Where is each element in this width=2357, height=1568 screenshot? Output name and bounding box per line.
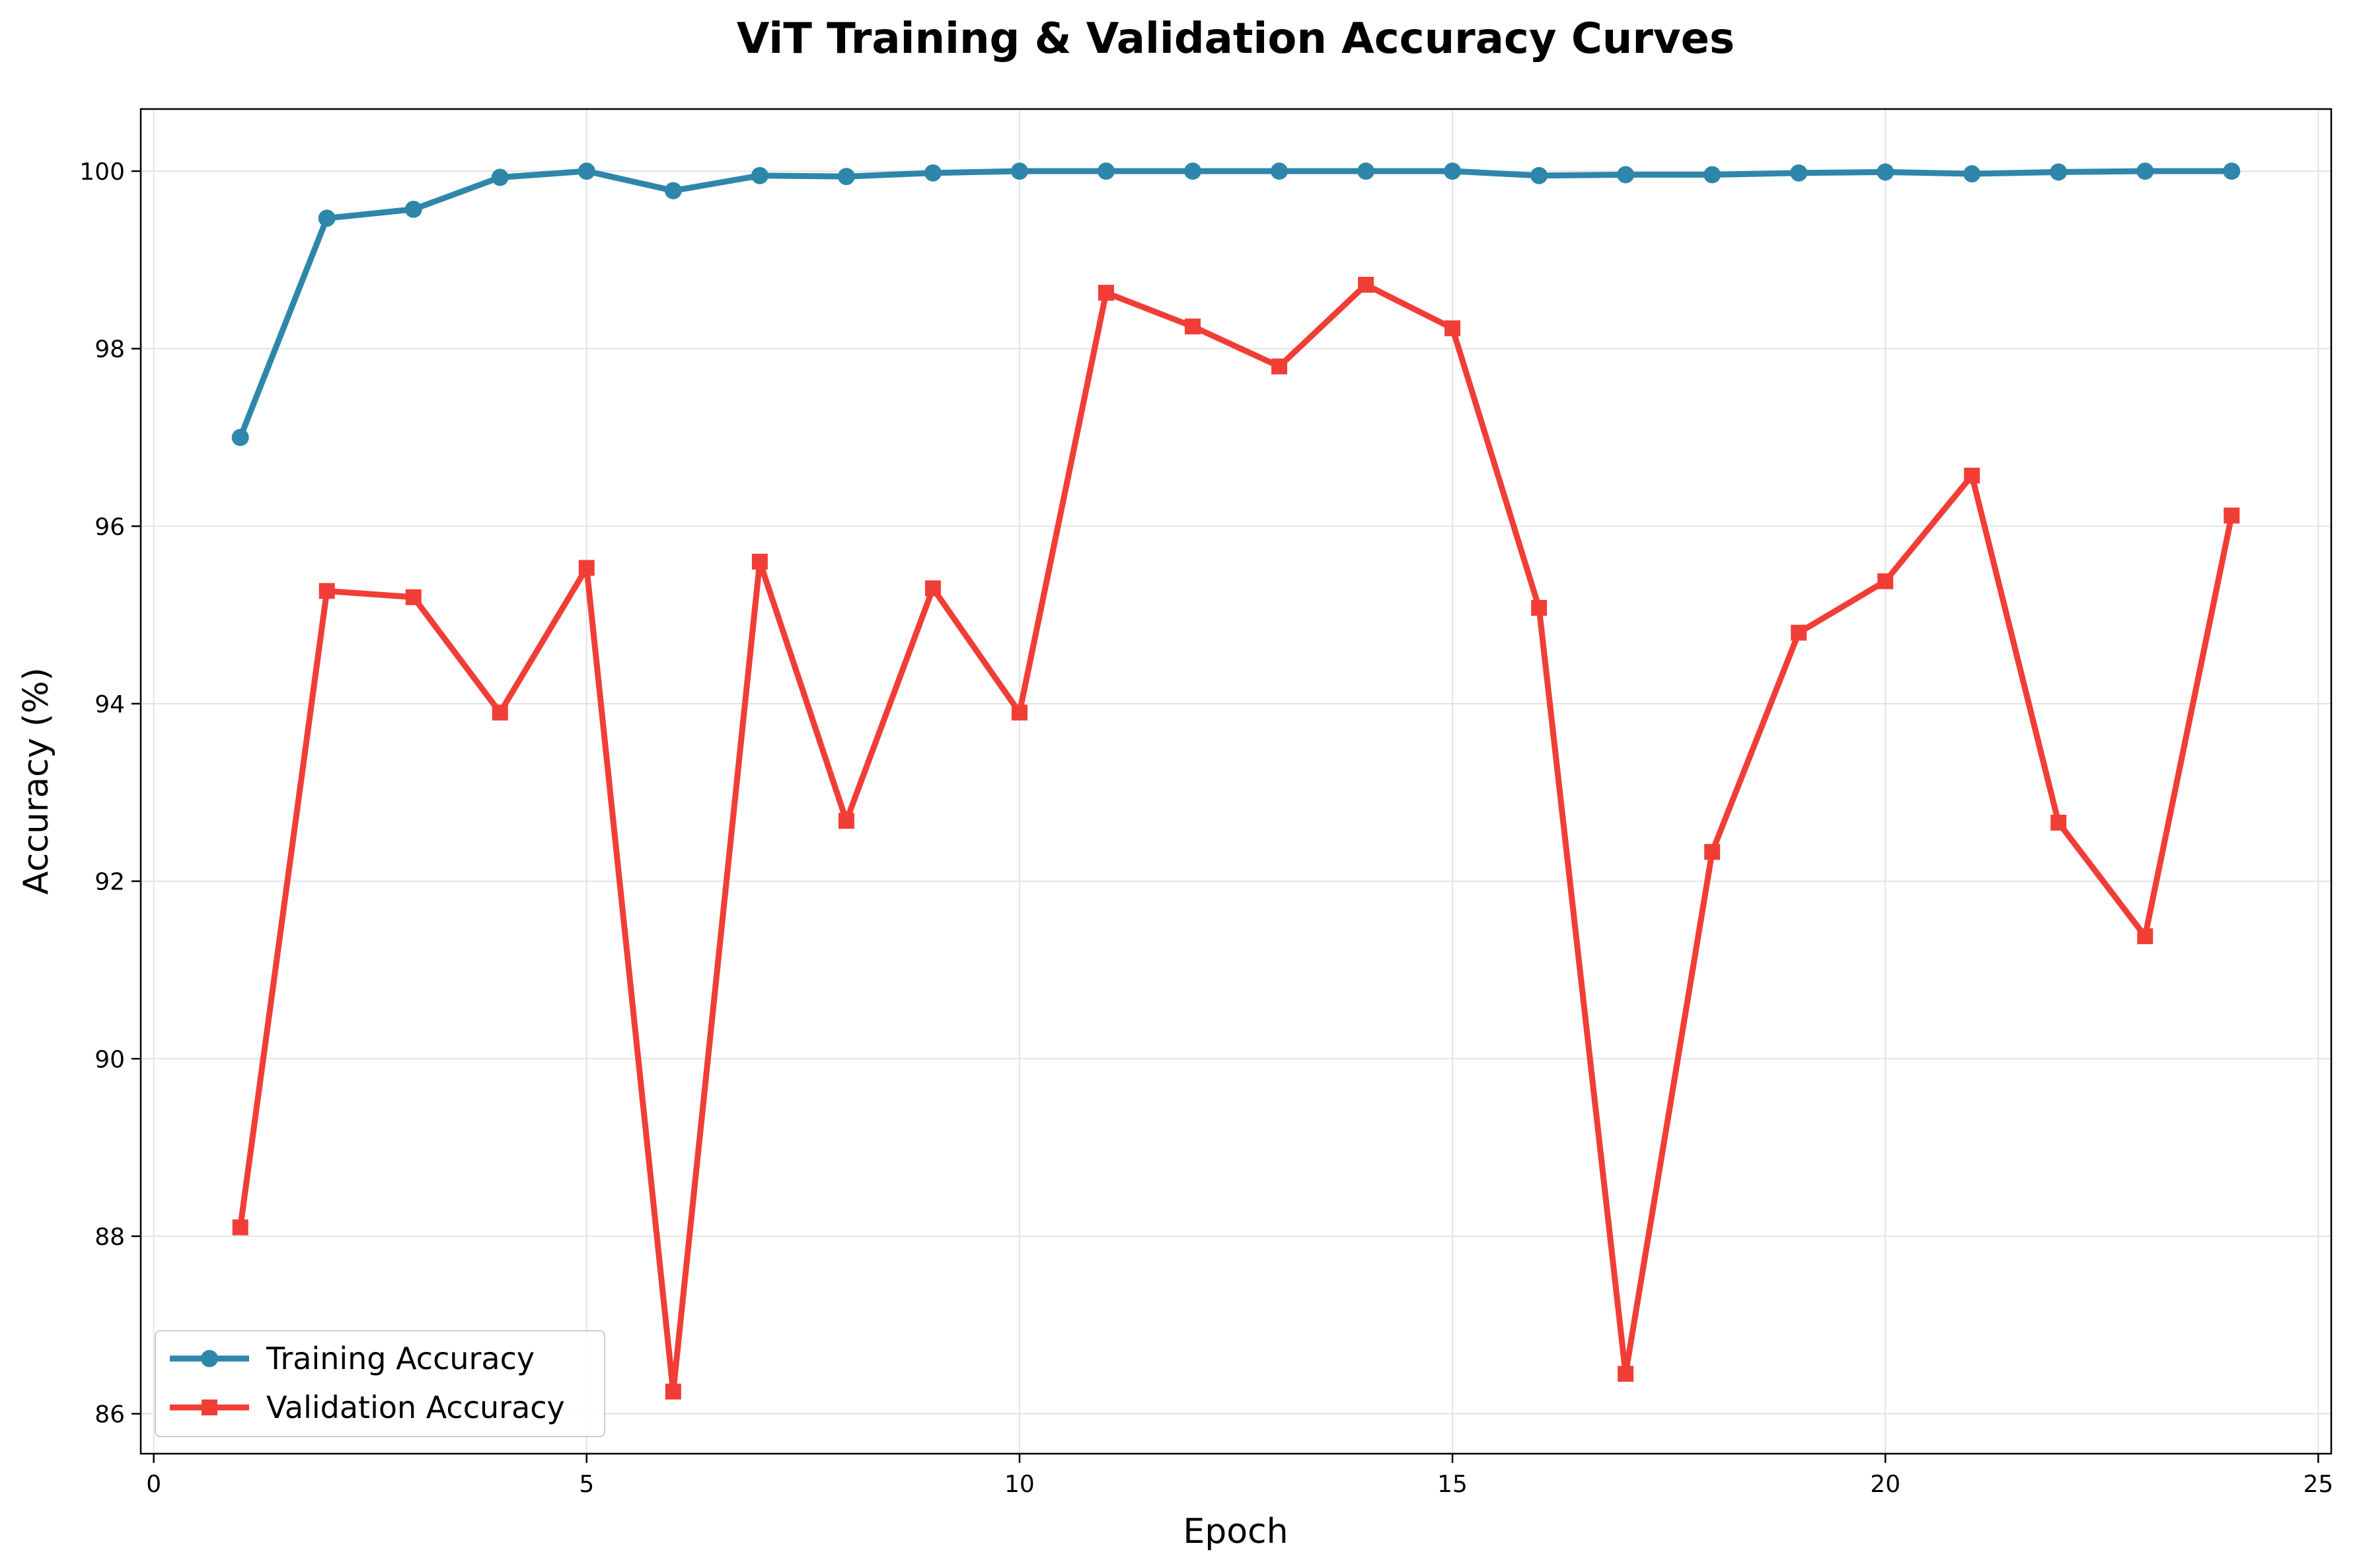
plot-frame <box>139 108 2333 1455</box>
data-point <box>837 168 855 186</box>
series-line <box>237 168 2235 441</box>
data-point <box>405 589 422 605</box>
y-tick-label: 98 <box>94 336 125 363</box>
data-point <box>2224 507 2240 524</box>
y-tick-label: 100 <box>79 159 125 186</box>
legend: Training Accuracy Validation Accuracy <box>155 1330 605 1437</box>
data-point <box>231 428 249 446</box>
data-point <box>1358 276 1374 293</box>
legend-item: Training Accuracy <box>170 1341 535 1376</box>
data-point <box>924 580 941 597</box>
data-point <box>1098 285 1114 301</box>
data-point <box>1964 467 1980 484</box>
data-point <box>578 163 595 180</box>
data-point <box>1097 163 1115 180</box>
y-tick-label: 90 <box>94 1046 125 1073</box>
series-validation-accuracy <box>232 276 2240 1400</box>
data-point <box>665 1383 681 1400</box>
data-point <box>1183 163 1201 180</box>
x-tick-label: 10 <box>1004 1471 1035 1498</box>
data-point <box>2137 928 2153 944</box>
data-point <box>751 167 768 184</box>
data-point <box>1963 165 1981 183</box>
data-point <box>1444 163 1462 180</box>
data-point <box>1184 318 1201 335</box>
y-tick-label: 92 <box>94 869 125 896</box>
data-point <box>2136 163 2154 180</box>
x-axis-label: Epoch <box>1183 1512 1288 1551</box>
x-tick-label: 5 <box>579 1471 594 1498</box>
y-tick-label: 96 <box>94 513 125 541</box>
series-training-accuracy <box>231 163 2241 446</box>
data-point <box>1010 163 1028 180</box>
data-point <box>318 209 336 227</box>
legend-marker <box>201 1350 218 1367</box>
data-point <box>578 560 595 576</box>
data-point <box>1703 166 1721 184</box>
legend-item: Validation Accuracy <box>170 1390 565 1425</box>
data-point <box>1791 624 1807 641</box>
data-point <box>491 168 509 186</box>
data-point <box>1877 163 1894 181</box>
legend-label: Training Accuracy <box>266 1341 535 1376</box>
data-point <box>2223 163 2241 180</box>
x-tick-label: 15 <box>1437 1471 1468 1498</box>
data-point <box>1271 358 1288 375</box>
data-point <box>1531 599 1548 616</box>
y-tick-label: 86 <box>94 1401 125 1429</box>
data-point <box>1617 166 1635 184</box>
data-point <box>1011 704 1028 721</box>
data-point <box>1357 163 1375 180</box>
data-point <box>1618 1366 1634 1382</box>
series-line <box>237 281 2235 1395</box>
legend-label: Validation Accuracy <box>266 1390 565 1425</box>
data-point <box>318 583 335 599</box>
data-point <box>1444 320 1461 336</box>
data-point <box>838 813 854 829</box>
y-axis-label: Accuracy (%) <box>17 667 56 895</box>
data-point <box>232 1219 248 1236</box>
axis-ticks: 0 5 10 15 20 25 86 88 90 92 94 96 98 100 <box>79 159 2333 1498</box>
data-point <box>1530 167 1548 184</box>
data-point <box>1271 163 1289 180</box>
y-tick-label: 94 <box>94 691 125 718</box>
x-tick-label: 0 <box>146 1471 161 1498</box>
data-point <box>1790 164 1808 182</box>
data-point <box>751 554 768 570</box>
legend-box <box>155 1330 605 1437</box>
data-point <box>2050 814 2067 831</box>
data-point <box>492 704 508 721</box>
legend-marker <box>202 1400 217 1415</box>
data-point <box>404 200 422 218</box>
data-point <box>1704 844 1721 860</box>
x-tick-label: 20 <box>1870 1471 1900 1498</box>
y-tick-label: 88 <box>94 1224 125 1251</box>
series-layer <box>231 163 2241 1400</box>
data-point <box>664 182 682 200</box>
data-point <box>1877 573 1894 589</box>
data-point <box>924 164 942 182</box>
data-point <box>2050 163 2068 181</box>
chart-title: ViT Training & Validation Accuracy Curve… <box>737 15 1735 63</box>
x-tick-label: 25 <box>2303 1471 2333 1498</box>
